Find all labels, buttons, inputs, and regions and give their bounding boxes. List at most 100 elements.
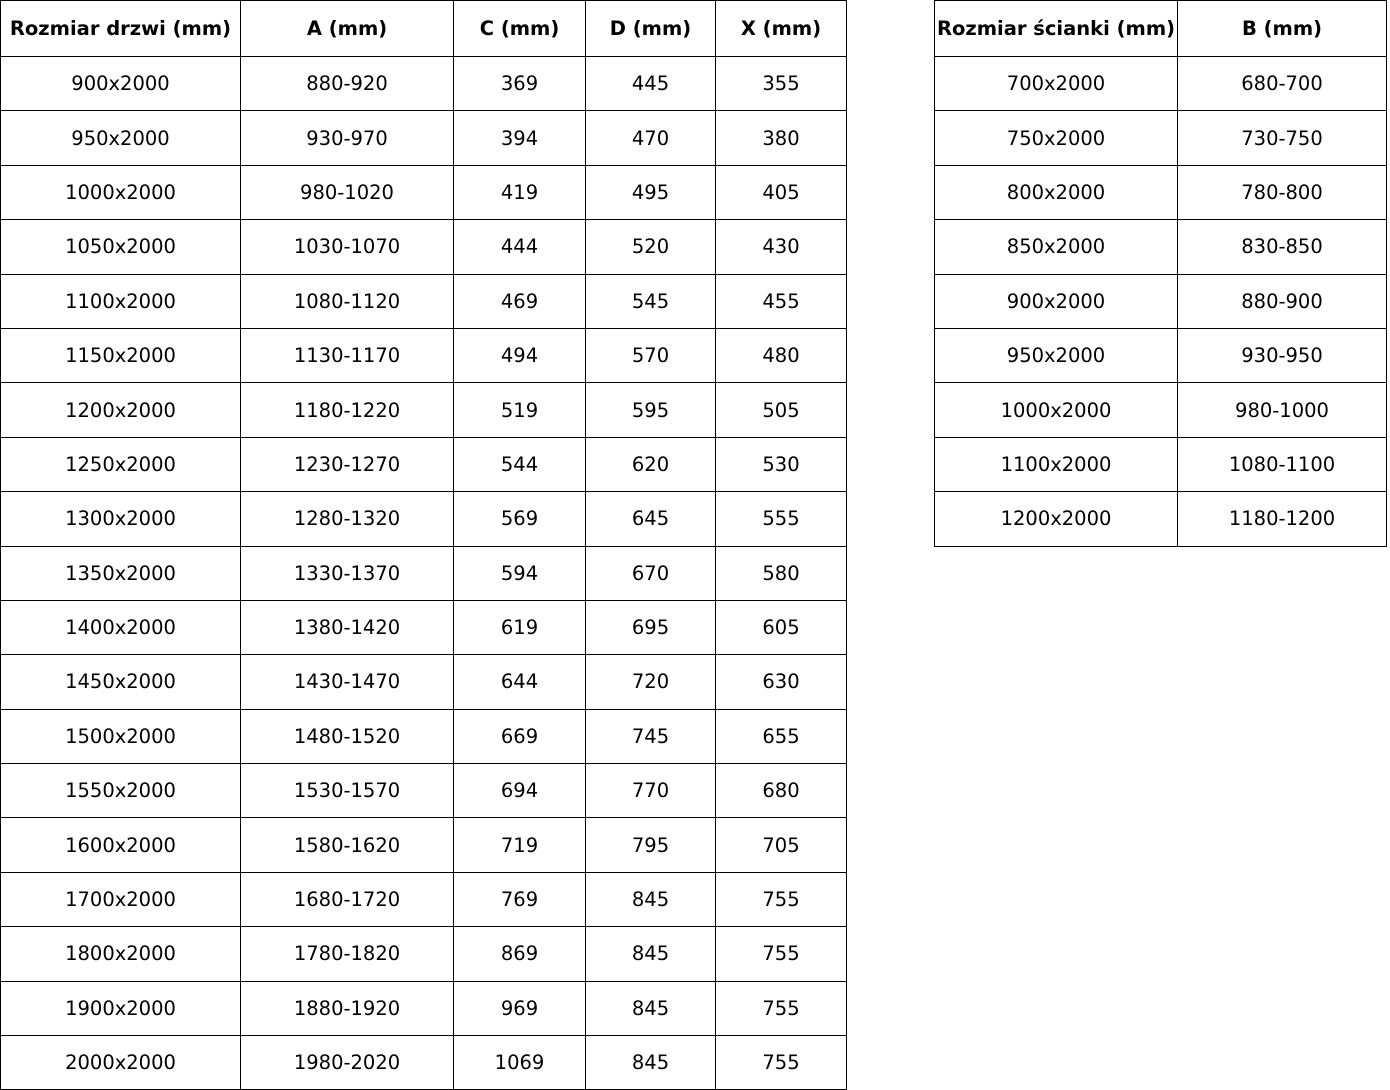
cell-c: 669	[453, 708, 586, 765]
cell-x: 655	[715, 708, 847, 765]
table-row: 950x2000 930-950	[934, 327, 1387, 384]
cell-door-size: 1400x2000	[0, 599, 241, 656]
cell-c: 469	[453, 273, 586, 329]
cell-d: 770	[585, 763, 716, 819]
cell-c: 644	[453, 654, 586, 710]
cell-c: 369	[453, 55, 586, 112]
column-header-door-size: Rozmiar drzwi (mm)	[0, 0, 241, 57]
table-header-row: Rozmiar drzwi (mm) A (mm) C (mm) D (mm) …	[0, 0, 847, 57]
cell-d: 670	[585, 545, 716, 601]
cell-c: 419	[453, 164, 586, 221]
cell-d: 620	[585, 436, 716, 493]
table-row: 1100x2000 1080-1100	[934, 436, 1387, 493]
table-row: 1200x2000 1180-1220 519 595 505	[0, 382, 847, 438]
table-row: 950x2000 930-970 394 470 380	[0, 110, 847, 166]
table-row: 2000x2000 1980-2020 1069 845 755	[0, 1035, 847, 1090]
cell-wall-size: 700x2000	[934, 55, 1178, 112]
door-size-table-head: Rozmiar drzwi (mm) A (mm) C (mm) D (mm) …	[0, 0, 847, 57]
table-row: 1800x2000 1780-1820 869 845 755	[0, 926, 847, 982]
cell-a: 1530-1570	[240, 763, 454, 819]
wall-panel-size-table-head: Rozmiar ścianki (mm) B (mm)	[934, 0, 1387, 57]
cell-x: 530	[715, 436, 847, 493]
cell-door-size: 1800x2000	[0, 926, 241, 982]
column-header-c: C (mm)	[453, 0, 586, 57]
table-row: 900x2000 880-900	[934, 273, 1387, 329]
cell-d: 595	[585, 382, 716, 438]
cell-x: 355	[715, 55, 847, 112]
table-header-row: Rozmiar ścianki (mm) B (mm)	[934, 0, 1387, 57]
cell-wall-size: 850x2000	[934, 219, 1178, 275]
table-row: 1200x2000 1180-1200	[934, 491, 1387, 547]
cell-a: 930-970	[240, 110, 454, 166]
cell-x: 405	[715, 164, 847, 221]
table-row: 850x2000 830-850	[934, 219, 1387, 275]
cell-c: 569	[453, 491, 586, 547]
wall-panel-size-table: Rozmiar ścianki (mm) B (mm) 700x2000 680-…	[934, 0, 1387, 547]
cell-x: 755	[715, 1035, 847, 1090]
column-header-a: A (mm)	[240, 0, 454, 57]
cell-a: 1330-1370	[240, 545, 454, 601]
cell-a: 1180-1220	[240, 382, 454, 438]
cell-a: 980-1020	[240, 164, 454, 221]
cell-c: 694	[453, 763, 586, 819]
cell-a: 1080-1120	[240, 273, 454, 329]
cell-b: 1080-1100	[1177, 436, 1387, 493]
cell-door-size: 1300x2000	[0, 491, 241, 547]
cell-c: 719	[453, 817, 586, 873]
table-row: 1450x2000 1430-1470 644 720 630	[0, 654, 847, 710]
cell-c: 1069	[453, 1035, 586, 1090]
cell-a: 1130-1170	[240, 327, 454, 384]
cell-x: 580	[715, 545, 847, 601]
table-row: 1700x2000 1680-1720 769 845 755	[0, 871, 847, 928]
table-row: 1550x2000 1530-1570 694 770 680	[0, 763, 847, 819]
cell-d: 795	[585, 817, 716, 873]
table-row: 1000x2000 980-1020 419 495 405	[0, 164, 847, 221]
cell-door-size: 1150x2000	[0, 327, 241, 384]
cell-a: 1980-2020	[240, 1035, 454, 1090]
cell-a: 1780-1820	[240, 926, 454, 982]
cell-x: 755	[715, 980, 847, 1037]
cell-x: 605	[715, 599, 847, 656]
cell-door-size: 1900x2000	[0, 980, 241, 1037]
wall-panel-size-table-body: 700x2000 680-700 750x2000 730-750 800x2000 78…	[934, 55, 1387, 547]
cell-d: 695	[585, 599, 716, 656]
cell-wall-size: 1100x2000	[934, 436, 1178, 493]
cell-c: 544	[453, 436, 586, 493]
cell-door-size: 1450x2000	[0, 654, 241, 710]
cell-c: 444	[453, 219, 586, 275]
cell-x: 380	[715, 110, 847, 166]
cell-c: 769	[453, 871, 586, 928]
table-row: 700x2000 680-700	[934, 55, 1387, 112]
cell-d: 520	[585, 219, 716, 275]
cell-a: 1030-1070	[240, 219, 454, 275]
cell-wall-size: 950x2000	[934, 327, 1178, 384]
cell-wall-size: 1000x2000	[934, 382, 1178, 438]
table-row: 750x2000 730-750	[934, 110, 1387, 166]
table-row: 1250x2000 1230-1270 544 620 530	[0, 436, 847, 493]
cell-d: 470	[585, 110, 716, 166]
cell-d: 545	[585, 273, 716, 329]
table-row: 1150x2000 1130-1170 494 570 480	[0, 327, 847, 384]
column-header-b: B (mm)	[1177, 0, 1387, 57]
cell-c: 969	[453, 980, 586, 1037]
cell-d: 720	[585, 654, 716, 710]
cell-door-size: 1250x2000	[0, 436, 241, 493]
cell-wall-size: 800x2000	[934, 164, 1178, 221]
cell-d: 495	[585, 164, 716, 221]
cell-door-size: 1600x2000	[0, 817, 241, 873]
cell-d: 845	[585, 871, 716, 928]
cell-x: 680	[715, 763, 847, 819]
cell-c: 394	[453, 110, 586, 166]
cell-door-size: 1050x2000	[0, 219, 241, 275]
cell-b: 730-750	[1177, 110, 1387, 166]
cell-d: 845	[585, 1035, 716, 1090]
cell-b: 780-800	[1177, 164, 1387, 221]
cell-a: 1230-1270	[240, 436, 454, 493]
cell-d: 745	[585, 708, 716, 765]
cell-door-size: 1500x2000	[0, 708, 241, 765]
cell-wall-size: 750x2000	[934, 110, 1178, 166]
cell-c: 619	[453, 599, 586, 656]
cell-x: 455	[715, 273, 847, 329]
table-row: 1600x2000 1580-1620 719 795 705	[0, 817, 847, 873]
